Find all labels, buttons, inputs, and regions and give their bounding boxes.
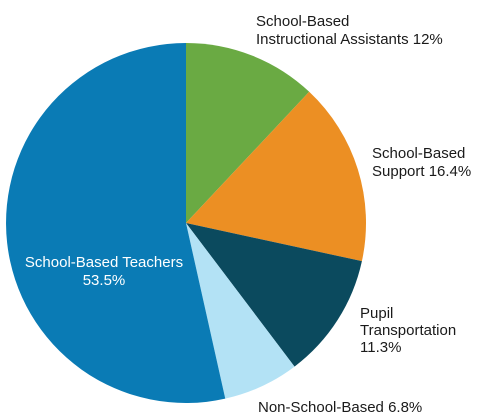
slice-label-line: Pupil (360, 305, 393, 322)
pie-slice-2 (186, 223, 362, 367)
pie-labels: School-Based Instructional Assistants 12%… (25, 13, 471, 416)
slice-label-line: School-Based (372, 145, 465, 162)
slice-label-line: Support 16.4% (372, 163, 471, 180)
slice-label-2: Pupil Transportation 11.3% (360, 305, 456, 356)
slice-label-1: School-Based Support 16.4% (372, 145, 471, 180)
slice-label-line: School-Based Teachers (25, 254, 183, 271)
slice-label-line: School-Based (256, 13, 349, 30)
pie-slice-0 (186, 43, 310, 223)
slice-label-4: School-Based Teachers 53.5% (25, 254, 183, 289)
slice-label-line: 11.3% (360, 339, 401, 356)
pie-slice-1 (186, 91, 367, 262)
slice-label-0: School-Based Instructional Assistants 12% (256, 13, 443, 48)
slice-label-3: Non-School-Based 6.8% (258, 399, 422, 416)
slice-label-line: 53.5% (83, 272, 126, 289)
pie-slice-4 (6, 43, 226, 403)
slice-label-line: Non-School-Based 6.8% (258, 399, 422, 416)
slice-label-line: Instructional Assistants 12% (256, 31, 443, 48)
pie-slices (6, 43, 367, 403)
slice-label-line: Transportation (360, 322, 456, 339)
pie-slice-3 (186, 223, 295, 399)
